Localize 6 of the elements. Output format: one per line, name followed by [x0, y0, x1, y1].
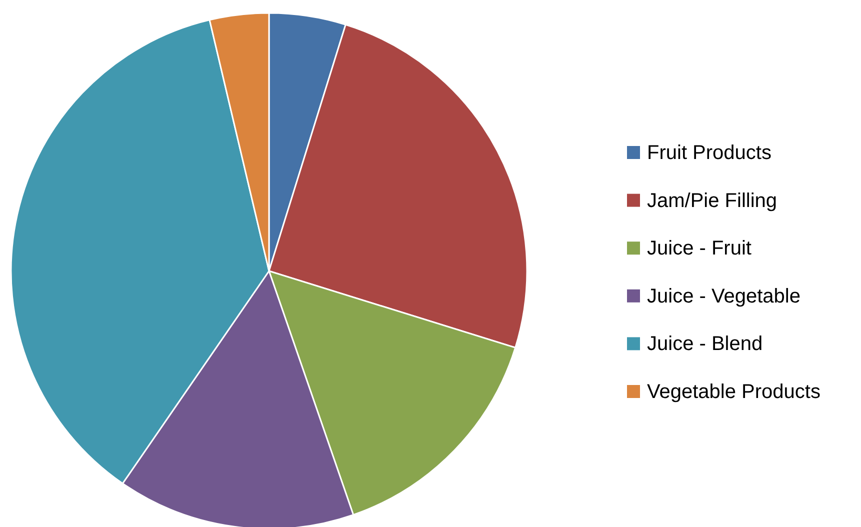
legend-label: Jam/Pie Filling — [647, 190, 778, 212]
legend-label: Juice - Fruit — [647, 238, 752, 260]
legend-label: Juice - Blend — [647, 333, 763, 356]
legend-label: Juice - Vegetable — [647, 285, 800, 308]
legend-label: Vegetable Products — [647, 381, 820, 403]
legend-label: Fruit Products — [647, 142, 772, 164]
